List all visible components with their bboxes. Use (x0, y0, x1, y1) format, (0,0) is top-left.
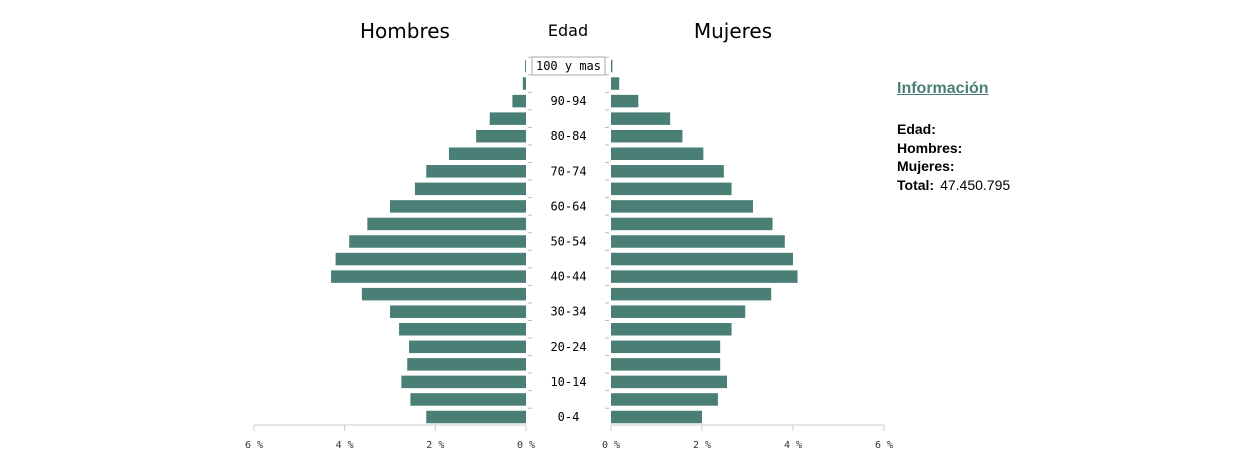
tick-label-right: 0 % (602, 440, 620, 451)
bar-hombres[interactable] (426, 410, 526, 424)
bar-hombres[interactable] (390, 305, 526, 318)
bar-mujeres[interactable] (611, 129, 683, 143)
bar-hombres[interactable] (331, 270, 526, 283)
bar-mujeres[interactable] (611, 112, 671, 125)
x-axes: 6 % 4 % 2 % 0 % 0 % 2 % 4 % 6 % (245, 424, 893, 451)
bar-hombres[interactable] (401, 375, 526, 389)
bar-hombres[interactable] (335, 252, 526, 266)
info-hombres-row: Hombres: (897, 139, 1197, 158)
bar-mujeres[interactable] (611, 393, 718, 406)
info-total-row: Total: 47.450.795 (897, 176, 1197, 195)
bar-hombres[interactable] (399, 323, 526, 336)
bar-hombres[interactable] (426, 165, 526, 178)
age-label: 10-14 (550, 375, 586, 389)
bar-hombres[interactable] (410, 393, 526, 406)
tick-label-left: 6 % (245, 440, 263, 451)
age-label-box (531, 56, 606, 76)
bar-mujeres[interactable] (611, 59, 613, 73)
bar-mujeres[interactable] (611, 200, 753, 213)
age-label: 80-84 (550, 129, 586, 143)
bar-hombres[interactable] (407, 358, 526, 371)
bar-mujeres[interactable] (611, 323, 732, 336)
bar-mujeres[interactable] (611, 94, 639, 108)
mujeres-bars (611, 59, 798, 424)
age-label: 70-74 (550, 164, 586, 178)
info-mujeres-label: Mujeres: (897, 158, 955, 174)
age-label: 50-54 (550, 235, 586, 249)
bar-hombres[interactable] (409, 340, 526, 354)
bar-mujeres[interactable] (611, 375, 728, 389)
bar-mujeres[interactable] (611, 165, 724, 178)
info-title-link[interactable]: Información (897, 80, 989, 97)
info-edad-label: Edad: (897, 121, 936, 137)
hombres-bars (331, 59, 526, 424)
age-label: 30-34 (550, 305, 586, 319)
bar-hombres[interactable] (448, 147, 526, 161)
bar-hombres[interactable] (489, 112, 526, 125)
tick-label-right: 4 % (784, 440, 802, 451)
age-label: 40-44 (550, 270, 586, 284)
bar-mujeres[interactable] (611, 77, 620, 90)
title-edad: Edad (548, 21, 588, 40)
bar-hombres[interactable] (476, 129, 526, 143)
bar-hombres[interactable] (414, 182, 526, 196)
bar-hombres[interactable] (367, 217, 526, 231)
age-label: 100 y mas (536, 59, 601, 73)
bar-mujeres[interactable] (611, 147, 704, 161)
bar-mujeres[interactable] (611, 235, 785, 248)
tick-label-left: 4 % (336, 440, 354, 451)
tick-label-right: 6 % (875, 440, 893, 451)
tick-label-right: 2 % (693, 440, 711, 451)
bar-mujeres[interactable] (611, 270, 798, 283)
tick-label-left: 2 % (426, 440, 444, 451)
bar-hombres[interactable] (361, 287, 526, 301)
age-label: 90-94 (550, 94, 586, 108)
bar-hombres[interactable] (349, 235, 526, 248)
bar-hombres[interactable] (525, 59, 526, 73)
age-label: 0-4 (558, 410, 580, 424)
bar-mujeres[interactable] (611, 410, 702, 424)
tick-label-left: 0 % (517, 440, 535, 451)
age-label: 60-64 (550, 199, 586, 213)
title-hombres: Hombres (360, 19, 450, 43)
info-panel: Información Edad: Hombres: Mujeres: Tota… (897, 80, 1197, 194)
bar-hombres[interactable] (390, 200, 526, 213)
bar-mujeres[interactable] (611, 358, 721, 371)
info-total-label: Total: (897, 176, 935, 193)
bar-mujeres[interactable] (611, 287, 772, 301)
age-labels: 0-4 10-14 20-24 30-34 40-44 50-54 60-64 70-74 80… (528, 56, 609, 424)
title-mujeres: Mujeres (694, 19, 772, 43)
bar-mujeres[interactable] (611, 217, 773, 231)
age-label: 20-24 (550, 340, 586, 354)
bar-mujeres[interactable] (611, 340, 721, 354)
info-edad-row: Edad: (897, 120, 1197, 139)
bar-mujeres[interactable] (611, 182, 732, 196)
bar-hombres[interactable] (522, 77, 526, 90)
info-total-value: 47.450.795 (940, 176, 1011, 193)
info-hombres-label: Hombres: (897, 139, 963, 156)
bar-mujeres[interactable] (611, 252, 793, 266)
bar-mujeres[interactable] (611, 305, 746, 318)
bar-hombres[interactable] (512, 94, 526, 108)
info-mujeres-row: Mujeres: (897, 157, 1197, 176)
